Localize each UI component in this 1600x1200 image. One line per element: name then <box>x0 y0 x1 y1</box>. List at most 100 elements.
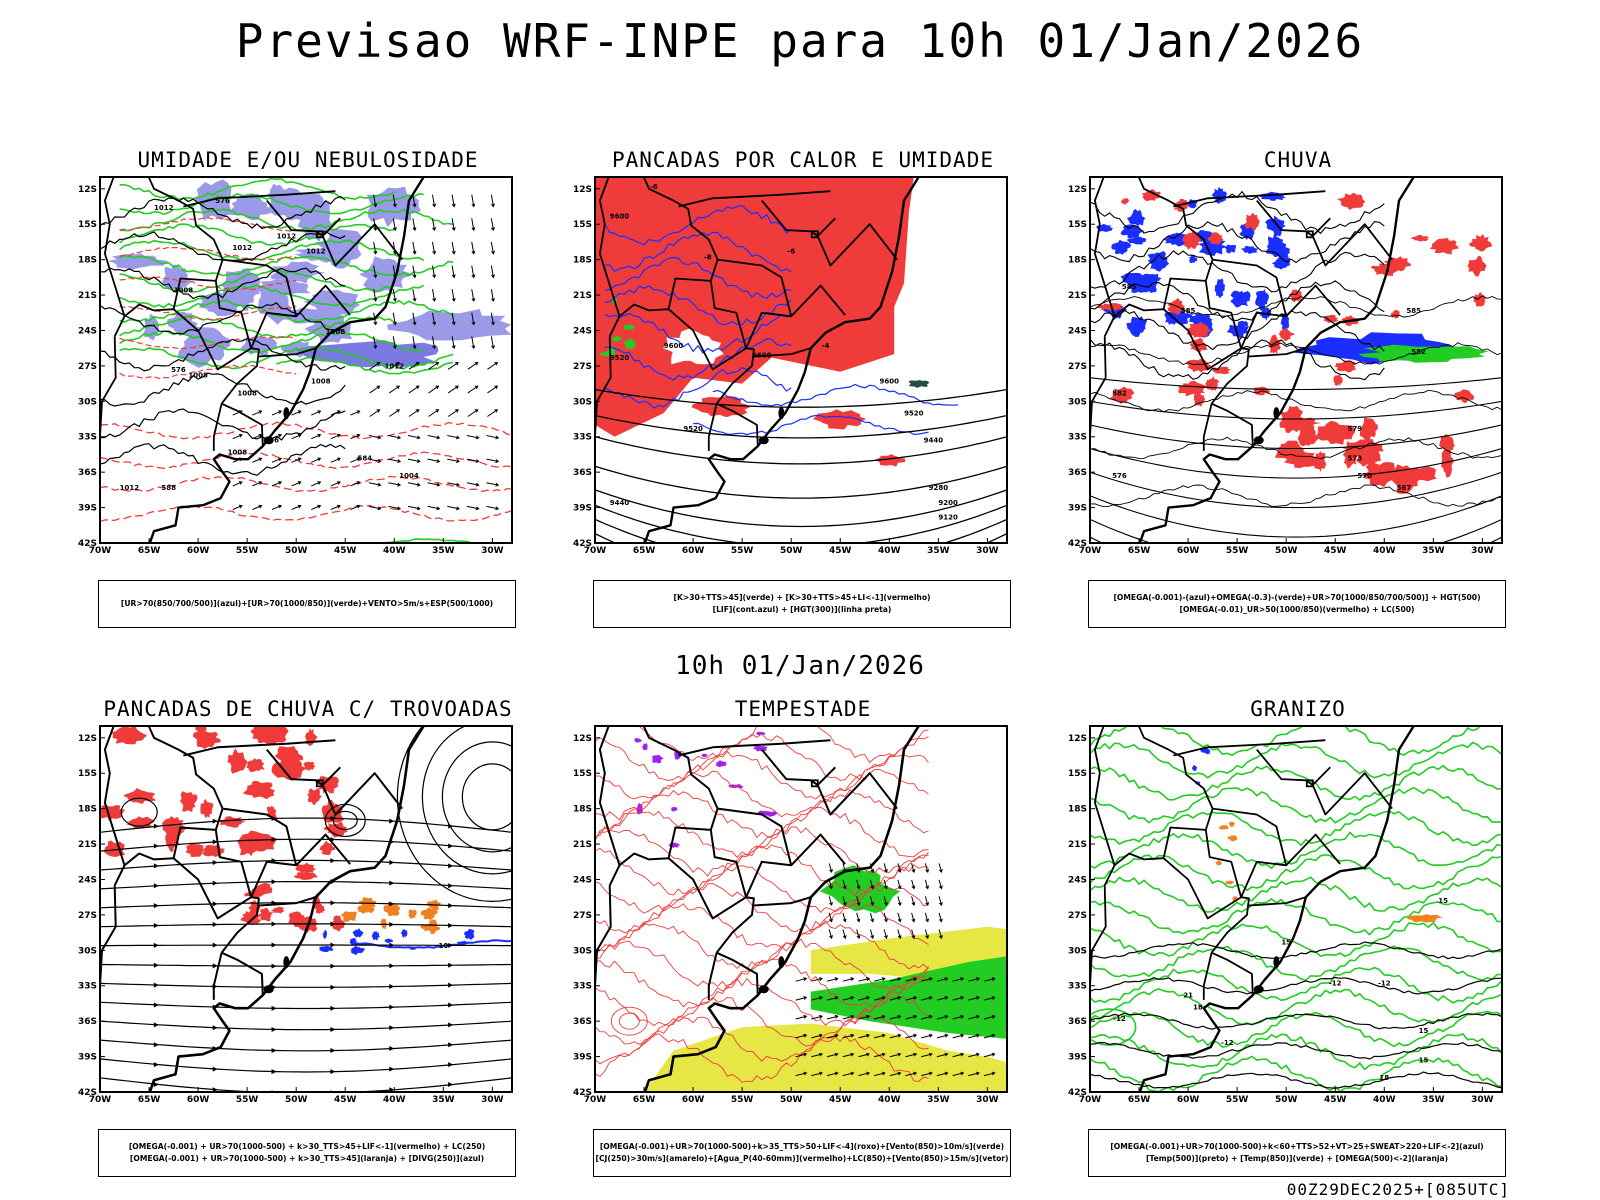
contour-label: 9200 <box>938 499 958 507</box>
hail-blue <box>1204 749 1211 755</box>
wind850-vector-head <box>850 1071 855 1076</box>
wind850-vector <box>811 996 823 1001</box>
lake-mirim <box>1253 436 1264 445</box>
wind-vector <box>412 218 416 231</box>
lat-tick-label: 36S <box>573 468 592 478</box>
rh-contour-green <box>119 255 454 277</box>
omega-blue <box>1259 191 1286 201</box>
wind850-vector-head <box>913 1052 918 1057</box>
temp850-contour <box>1090 921 1502 958</box>
omega-red-south <box>1313 451 1327 472</box>
border-line <box>707 403 718 451</box>
k-index-green <box>611 336 622 342</box>
wind-vector-head <box>432 227 437 232</box>
wind-vector-head <box>297 504 302 509</box>
wind850-vector-head <box>960 996 965 1000</box>
wind-vector-head <box>373 250 378 255</box>
wind-vector <box>330 505 341 510</box>
wind-vector <box>368 435 381 439</box>
rh-contour-green <box>119 193 424 216</box>
temp850-contour <box>1090 764 1502 802</box>
wind-vector-head <box>455 361 459 366</box>
border-line <box>1311 223 1393 267</box>
wind-vector <box>271 410 282 416</box>
severe-purple <box>764 811 778 817</box>
streamline-arrow <box>330 900 336 906</box>
lat-tick-label: 42S <box>573 1088 592 1098</box>
precip-water-contour <box>595 958 929 1008</box>
lat-tick-label: 27S <box>78 911 97 921</box>
streamline-500 <box>1090 436 1502 460</box>
lat-tick-label: 12S <box>573 734 592 744</box>
wind850-vector-head <box>881 1033 886 1038</box>
wind850-vector-head <box>850 977 855 981</box>
wind850-vector-head <box>834 1052 839 1057</box>
wind-vector <box>350 434 360 440</box>
wind850-vector-head <box>911 902 916 907</box>
lon-tick-label: 65W <box>138 1095 161 1105</box>
wind850-vector-head <box>938 935 943 940</box>
wind850-vector <box>795 996 807 1001</box>
wind850-vector <box>811 1072 823 1077</box>
wind850-vector <box>897 879 901 889</box>
wind850-vector-head <box>834 1071 839 1076</box>
lon-tick-label: 50W <box>1275 546 1298 556</box>
contour-label: 9600 <box>752 352 772 360</box>
streamline <box>100 838 512 852</box>
wind-vector <box>432 241 436 254</box>
lat-tick-label: 18S <box>1068 805 1087 815</box>
wind850-vector <box>968 977 980 982</box>
coastline <box>1138 726 1416 1092</box>
contour-label: 15 <box>1419 1027 1429 1035</box>
lat-tick-label: 12S <box>78 734 97 744</box>
lon-tick-label: 70W <box>1079 546 1102 556</box>
streamline-arrow <box>389 1087 395 1092</box>
wind850-vector-head <box>911 935 916 940</box>
wind-vector-head <box>238 481 243 485</box>
lon-tick-label: 60W <box>187 1095 210 1105</box>
wind850-vector <box>874 1053 885 1058</box>
wind-vector-head <box>373 274 378 279</box>
border-line <box>1093 177 1116 317</box>
omega-blue <box>1126 316 1148 337</box>
streamline-arrow <box>212 1087 218 1092</box>
wind850-vector-head <box>925 918 930 923</box>
streamline-arrow <box>271 1026 277 1032</box>
wind-vector <box>369 362 380 370</box>
wind850-vector <box>968 1034 980 1039</box>
lat-tick-label: 18S <box>573 805 592 815</box>
border-line <box>1090 336 1107 476</box>
wind-vector-head <box>471 297 476 302</box>
wind850-vector <box>921 1072 933 1077</box>
thunderstorm-red <box>200 798 214 819</box>
wind850-vector-head <box>842 918 847 923</box>
hgt500-contour <box>1090 447 1502 479</box>
streamline-arrow <box>212 818 218 824</box>
contour-label: 21 <box>1183 992 1193 1000</box>
lat-tick-label: 27S <box>1068 911 1087 921</box>
wind850-vector-head <box>960 1033 965 1038</box>
border-line <box>1248 896 1307 907</box>
divergence-blue <box>318 945 334 953</box>
wind850-vector <box>936 1034 948 1039</box>
wind-vector <box>428 362 439 370</box>
contour-label: 585 <box>1406 307 1421 315</box>
wind-vector <box>427 435 440 439</box>
instability-red-uruguay <box>812 409 867 430</box>
lat-tick-label: 42S <box>1068 1088 1087 1098</box>
streamline-arrow <box>153 903 159 909</box>
lon-tick-label: 30W <box>976 546 999 556</box>
rh-contour-green <box>119 330 424 354</box>
border-line <box>717 258 793 349</box>
lat-tick-label: 39S <box>573 504 592 514</box>
contour-label: -6 <box>787 248 795 256</box>
wind-vector <box>486 458 499 463</box>
temp500-contour <box>1090 976 1502 995</box>
wind-vector <box>451 265 455 278</box>
border-line <box>183 190 336 208</box>
wind-vector <box>311 434 321 440</box>
wind850-vector <box>952 1034 964 1039</box>
streamline-arrow <box>212 901 218 907</box>
omega-blue <box>1126 208 1146 227</box>
wind850-vector-head <box>925 885 930 890</box>
